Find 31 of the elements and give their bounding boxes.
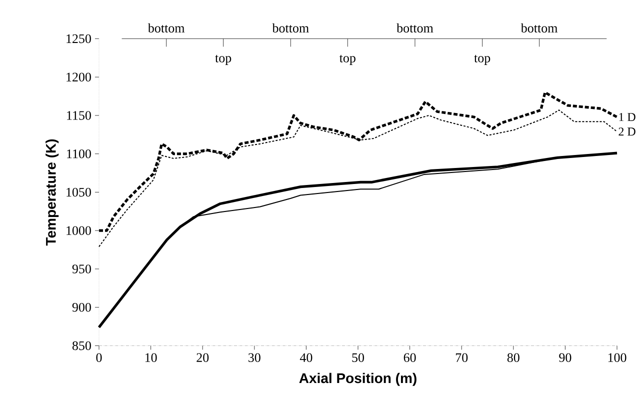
y-tick-label: 1050: [66, 188, 91, 197]
annotation: bottom: [148, 23, 185, 32]
annotation: top: [474, 54, 490, 65]
x-tick-label: 50: [352, 353, 364, 362]
x-tick-label: 80: [507, 353, 520, 362]
x-tick-label: 70: [456, 353, 468, 362]
y-axis-title: Temperature (K): [46, 139, 59, 246]
x-tick-label: 20: [196, 353, 209, 362]
y-tick-label: 1000: [66, 226, 91, 235]
annotation: bottom: [272, 23, 309, 32]
x-tick-label: 100: [608, 353, 626, 362]
annotation: top: [215, 54, 232, 65]
series-label: 1 D: [619, 113, 636, 121]
annotation: top: [339, 54, 356, 65]
x-tick-label: 30: [248, 353, 260, 362]
x-tick-label: 60: [404, 353, 416, 362]
x-tick-label: 90: [559, 353, 572, 362]
y-tick-label: 900: [72, 302, 91, 312]
annotation: bottom: [396, 23, 434, 32]
y-tick-label: 950: [72, 264, 91, 274]
x-axis-title: Axial Position (m): [299, 372, 416, 386]
y-tick-label: 1250: [66, 34, 91, 44]
series-label: 2 D: [618, 128, 636, 136]
y-tick-label: 1100: [67, 149, 91, 158]
y-tick-label: 1200: [66, 72, 91, 82]
x-tick-label: 0: [96, 353, 102, 362]
y-tick-label: 850: [72, 341, 91, 350]
annotation: bottom: [520, 23, 558, 32]
x-tick-label: 10: [145, 353, 157, 362]
y-tick-label: 1150: [67, 111, 91, 120]
x-tick-label: 40: [300, 353, 312, 362]
